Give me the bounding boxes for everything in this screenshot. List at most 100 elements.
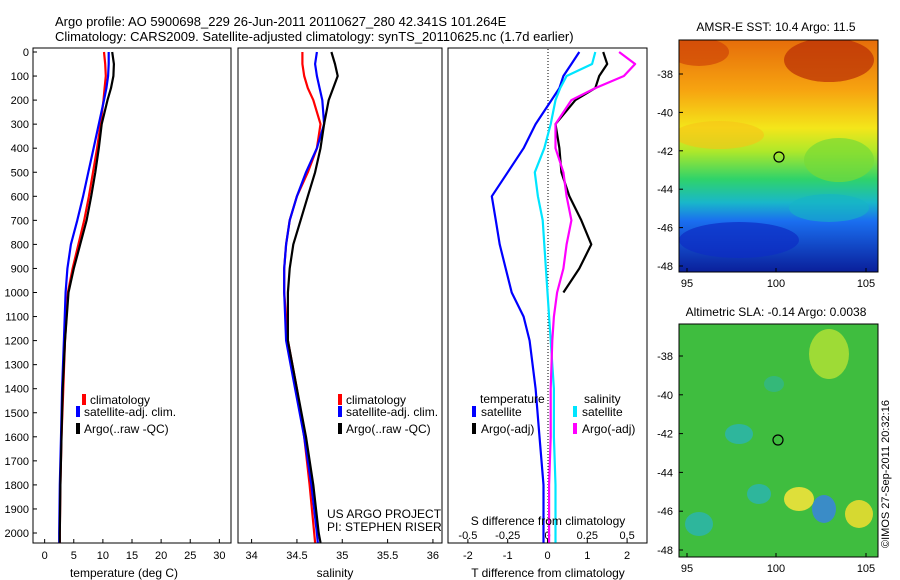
- argo-position-marker-sla: [772, 434, 784, 446]
- legend-swatch-climatology: [338, 394, 342, 405]
- depth-tick-label: 1200: [5, 336, 29, 348]
- legend-swatch-satellite: [76, 406, 80, 417]
- depth-tick-label: 800: [11, 239, 29, 251]
- x-tick-label: 30: [213, 550, 225, 562]
- series-line-t-satellite: [490, 51, 581, 543]
- sla-map-frame: [678, 323, 879, 558]
- s-difference-label: S difference from climatology: [471, 514, 626, 528]
- salinity-legend: climatology satellite-adj. clim. Argo(..…: [338, 393, 438, 436]
- lon-tick-label: 100: [767, 278, 785, 290]
- lon-tick-label: 105: [857, 563, 875, 575]
- series-line-s-argo-adj-: [547, 51, 637, 543]
- legend-label-s-argo: Argo(-adj): [582, 422, 635, 436]
- legend-swatch-argo: [338, 423, 342, 434]
- depth-tick-label: 1400: [5, 384, 29, 396]
- depth-tick-label: 0: [23, 47, 29, 59]
- legend-label-climatology: climatology: [346, 393, 406, 407]
- lat-tick-label: -44: [657, 467, 673, 479]
- x-tick-label: 1: [584, 550, 590, 562]
- series-line-argo-raw-qc-: [286, 51, 339, 543]
- x-tick-label: 2: [624, 550, 630, 562]
- lat-tick-label: -40: [657, 107, 673, 119]
- legend-label-s-satellite: satellite: [582, 405, 623, 419]
- pi-credit: PI: STEPHEN RISER: [327, 520, 442, 534]
- s-tick-label: -0.5: [458, 530, 477, 542]
- temperature-panel: [32, 47, 232, 544]
- depth-tick-label: 1900: [5, 504, 29, 516]
- s-tick-label: 0: [544, 530, 550, 542]
- lat-tick-label: -46: [657, 223, 673, 235]
- salinity-xlabel: salinity: [317, 566, 354, 580]
- lat-tick-label: -40: [657, 390, 673, 402]
- depth-tick-label: 2000: [5, 528, 29, 540]
- difference-xlabel: T difference from climatology: [471, 566, 625, 580]
- depth-tick-label: 100: [11, 71, 29, 83]
- x-tick-label: 5: [71, 550, 77, 562]
- lat-tick-label: -42: [657, 146, 673, 158]
- lat-tick-label: -48: [657, 545, 673, 557]
- legend-label-satellite: satellite-adj. clim.: [84, 405, 176, 419]
- legend-swatch-t-satellite: [472, 406, 476, 417]
- depth-tick-label: 200: [11, 95, 29, 107]
- temperature-xlabel: temperature (deg C): [70, 566, 178, 580]
- depth-tick-label: 400: [11, 143, 29, 155]
- lon-tick-label: 105: [857, 278, 875, 290]
- legend-salinity-heading: salinity: [584, 392, 621, 406]
- depth-tick-label: 600: [11, 191, 29, 203]
- argo-position-marker: [773, 151, 785, 163]
- depth-tick-label: 1800: [5, 480, 29, 492]
- sla-map: [679, 324, 878, 557]
- x-tick-label: 35.5: [377, 550, 398, 562]
- depth-tick-label: 1300: [5, 360, 29, 372]
- difference-legend: temperature satellite Argo(-adj) salinit…: [472, 392, 635, 436]
- s-tick-label: 0.5: [619, 530, 634, 542]
- x-tick-label: 20: [155, 550, 167, 562]
- sst-map: [679, 40, 878, 272]
- imos-stamp: ©IMOS 27-Sep-2011 20:32:16: [880, 400, 892, 548]
- legend-label-t-argo: Argo(-adj): [481, 422, 534, 436]
- legend-swatch-s-satellite: [573, 406, 577, 417]
- x-tick-label: 25: [184, 550, 196, 562]
- sst-map-frame: [678, 39, 879, 273]
- series-line-s-satellite: [533, 51, 597, 543]
- depth-tick-label: 700: [11, 215, 29, 227]
- depth-tick-label: 500: [11, 167, 29, 179]
- x-tick-label: 15: [126, 550, 138, 562]
- s-tick-label: 0.25: [577, 530, 598, 542]
- lat-tick-label: -38: [657, 69, 673, 81]
- x-tick-label: 0: [544, 550, 550, 562]
- temperature-legend: climatology satellite-adj. clim. Argo(..…: [76, 393, 176, 436]
- depth-tick-label: 300: [11, 119, 29, 131]
- series-line-argo-raw-qc-: [58, 51, 116, 543]
- lat-tick-label: -44: [657, 184, 673, 196]
- x-tick-label: 34.5: [286, 550, 307, 562]
- lat-tick-label: -42: [657, 429, 673, 441]
- lat-tick-label: -38: [657, 351, 673, 363]
- legend-swatch-climatology: [82, 394, 86, 405]
- legend-label-argo: Argo(..raw -QC): [84, 422, 169, 436]
- lon-tick-label: 95: [681, 278, 693, 290]
- x-tick-label: 35: [336, 550, 348, 562]
- series-line-satellite-adj-clim-: [283, 51, 326, 543]
- depth-tick-label: 1100: [5, 312, 29, 324]
- legend-swatch-t-argo: [472, 423, 476, 434]
- depth-tick-label: 1000: [5, 288, 29, 300]
- sst-map-title: AMSR-E SST: 10.4 Argo: 11.5: [696, 20, 856, 34]
- depth-tick-label: 1700: [5, 456, 29, 468]
- legend-label-climatology: climatology: [90, 393, 150, 407]
- legend-swatch-argo: [76, 423, 80, 434]
- series-line-t-argo-adj-: [554, 51, 609, 294]
- title-line-2: Climatology: CARS2009. Satellite-adjuste…: [55, 29, 574, 44]
- project-credit: US ARGO PROJECT: [327, 507, 442, 521]
- x-tick-label: -2: [463, 550, 473, 562]
- x-tick-label: 36: [427, 550, 439, 562]
- depth-tick-label: 1500: [5, 408, 29, 420]
- x-tick-label: 10: [97, 550, 109, 562]
- x-tick-label: -1: [503, 550, 513, 562]
- x-tick-label: 34: [245, 550, 257, 562]
- s-tick-label: -0.25: [495, 530, 520, 542]
- depth-tick-label: 900: [11, 263, 29, 275]
- lon-tick-label: 100: [767, 563, 785, 575]
- sla-map-title: Altimetric SLA: -0.14 Argo: 0.0038: [686, 305, 867, 319]
